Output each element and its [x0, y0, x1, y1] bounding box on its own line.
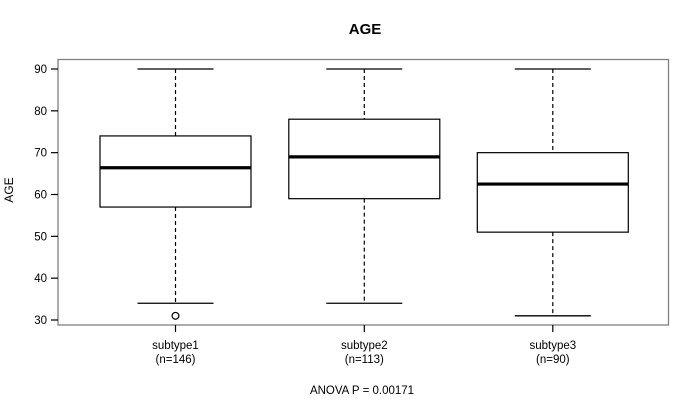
x-count-label-subtype1: (n=146)	[156, 354, 196, 366]
anova-annotation: ANOVA P = 0.00171	[310, 385, 414, 397]
plot-layer: 30 40 50 60 70 80 90 subtype1 (n=146) subtype2 (n=…	[34, 58, 670, 366]
chart-title: AGE	[349, 21, 382, 38]
y-tick-label: 30	[34, 315, 47, 327]
outlier-point-subtype1	[171, 311, 180, 320]
box-subtype1	[99, 135, 252, 208]
x-count-label-subtype3: (n=90)	[536, 354, 570, 366]
x-category-label-subtype3: subtype3	[529, 340, 576, 352]
plot-frame	[57, 58, 670, 326]
box-subtype2	[288, 118, 441, 200]
x-count-label-subtype2: (n=113)	[345, 354, 384, 366]
y-tick-label: 40	[34, 273, 47, 285]
y-tick-label: 90	[34, 64, 47, 76]
box-subtype3	[476, 152, 629, 233]
y-tick-label: 60	[34, 190, 47, 202]
y-tick-label: 80	[34, 106, 47, 118]
y-tick-label: 70	[34, 148, 47, 160]
y-axis-label: AGE	[2, 177, 16, 202]
y-tick-label: 50	[34, 231, 47, 243]
x-category-label-subtype2: subtype2	[341, 340, 388, 352]
x-category-label-subtype1: subtype1	[152, 340, 199, 352]
